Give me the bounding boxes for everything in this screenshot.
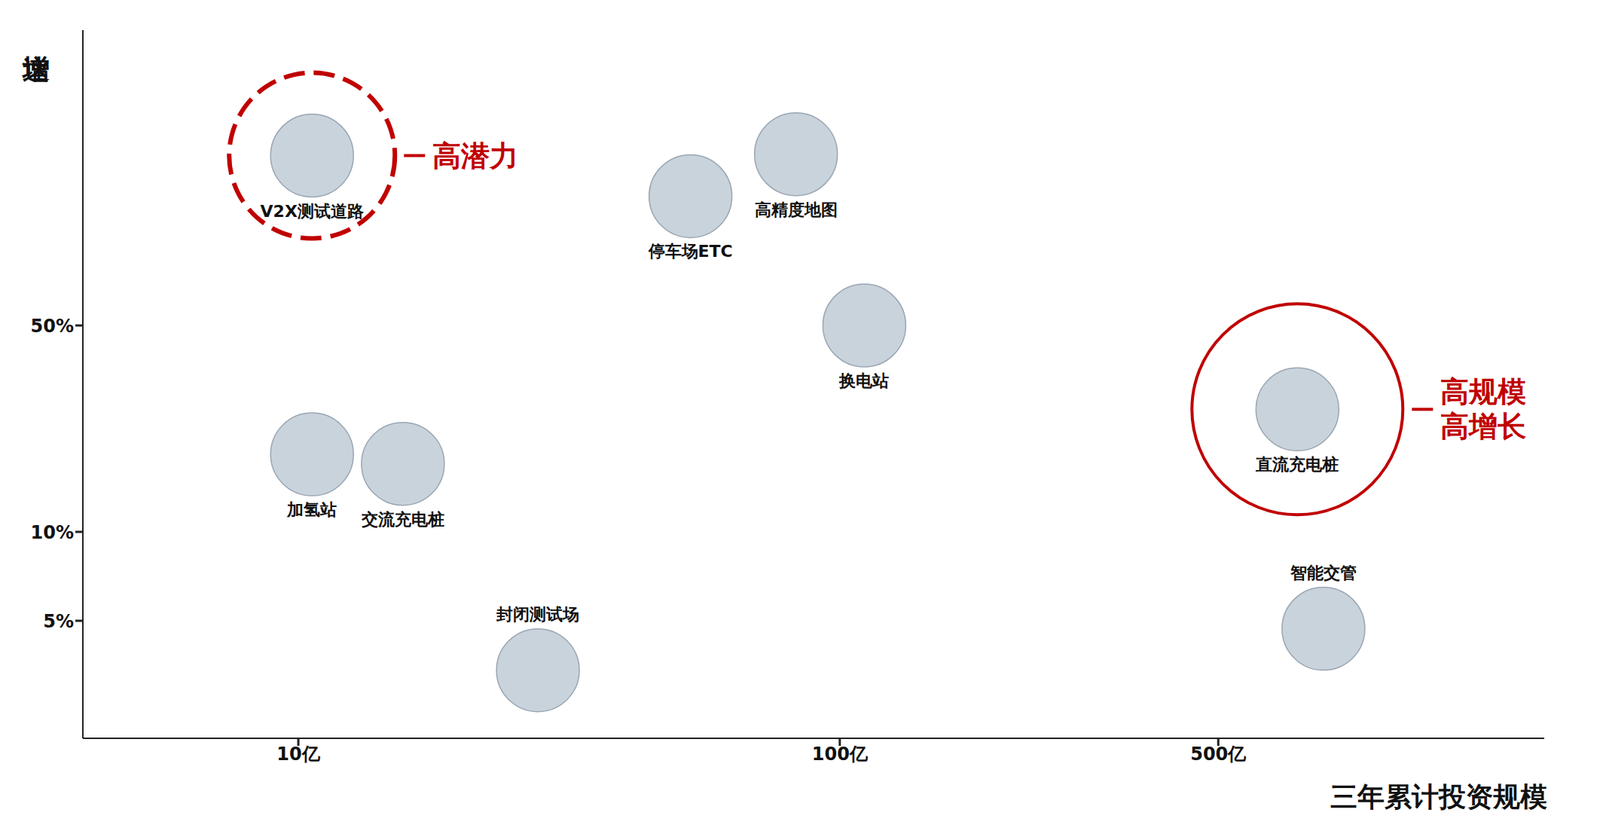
svg-text:交流充电桩: 交流充电桩 bbox=[360, 509, 445, 529]
svg-text:10亿: 10亿 bbox=[276, 743, 321, 765]
svg-text:500亿: 500亿 bbox=[1190, 743, 1247, 765]
svg-text:5%: 5% bbox=[42, 610, 74, 633]
svg-text:加氢站: 加氢站 bbox=[286, 500, 337, 520]
svg-text:高精度地图: 高精度地图 bbox=[754, 200, 838, 220]
svg-text:高潜力: 高潜力 bbox=[432, 139, 519, 173]
svg-text:停车场ETC: 停车场ETC bbox=[647, 241, 733, 261]
svg-text:封闭测试场: 封闭测试场 bbox=[495, 604, 580, 624]
svg-text:高增长: 高增长 bbox=[1440, 409, 1527, 443]
svg-text:50%: 50% bbox=[30, 315, 74, 337]
svg-text:高规模: 高规模 bbox=[1440, 375, 1527, 409]
svg-text:智能交管: 智能交管 bbox=[1289, 563, 1357, 583]
svg-text:换电站: 换电站 bbox=[838, 371, 889, 391]
svg-text:直流充电桩: 直流充电桩 bbox=[1254, 454, 1339, 474]
svg-text:V2X测试道路: V2X测试道路 bbox=[260, 201, 364, 221]
html-text:三年累计投资规模: 三年累计投资规模 bbox=[1330, 781, 1548, 813]
svg-text:10%: 10% bbox=[30, 522, 74, 544]
html-text:增速: 增速 bbox=[21, 33, 52, 34]
svg-text:100亿: 100亿 bbox=[812, 743, 869, 765]
